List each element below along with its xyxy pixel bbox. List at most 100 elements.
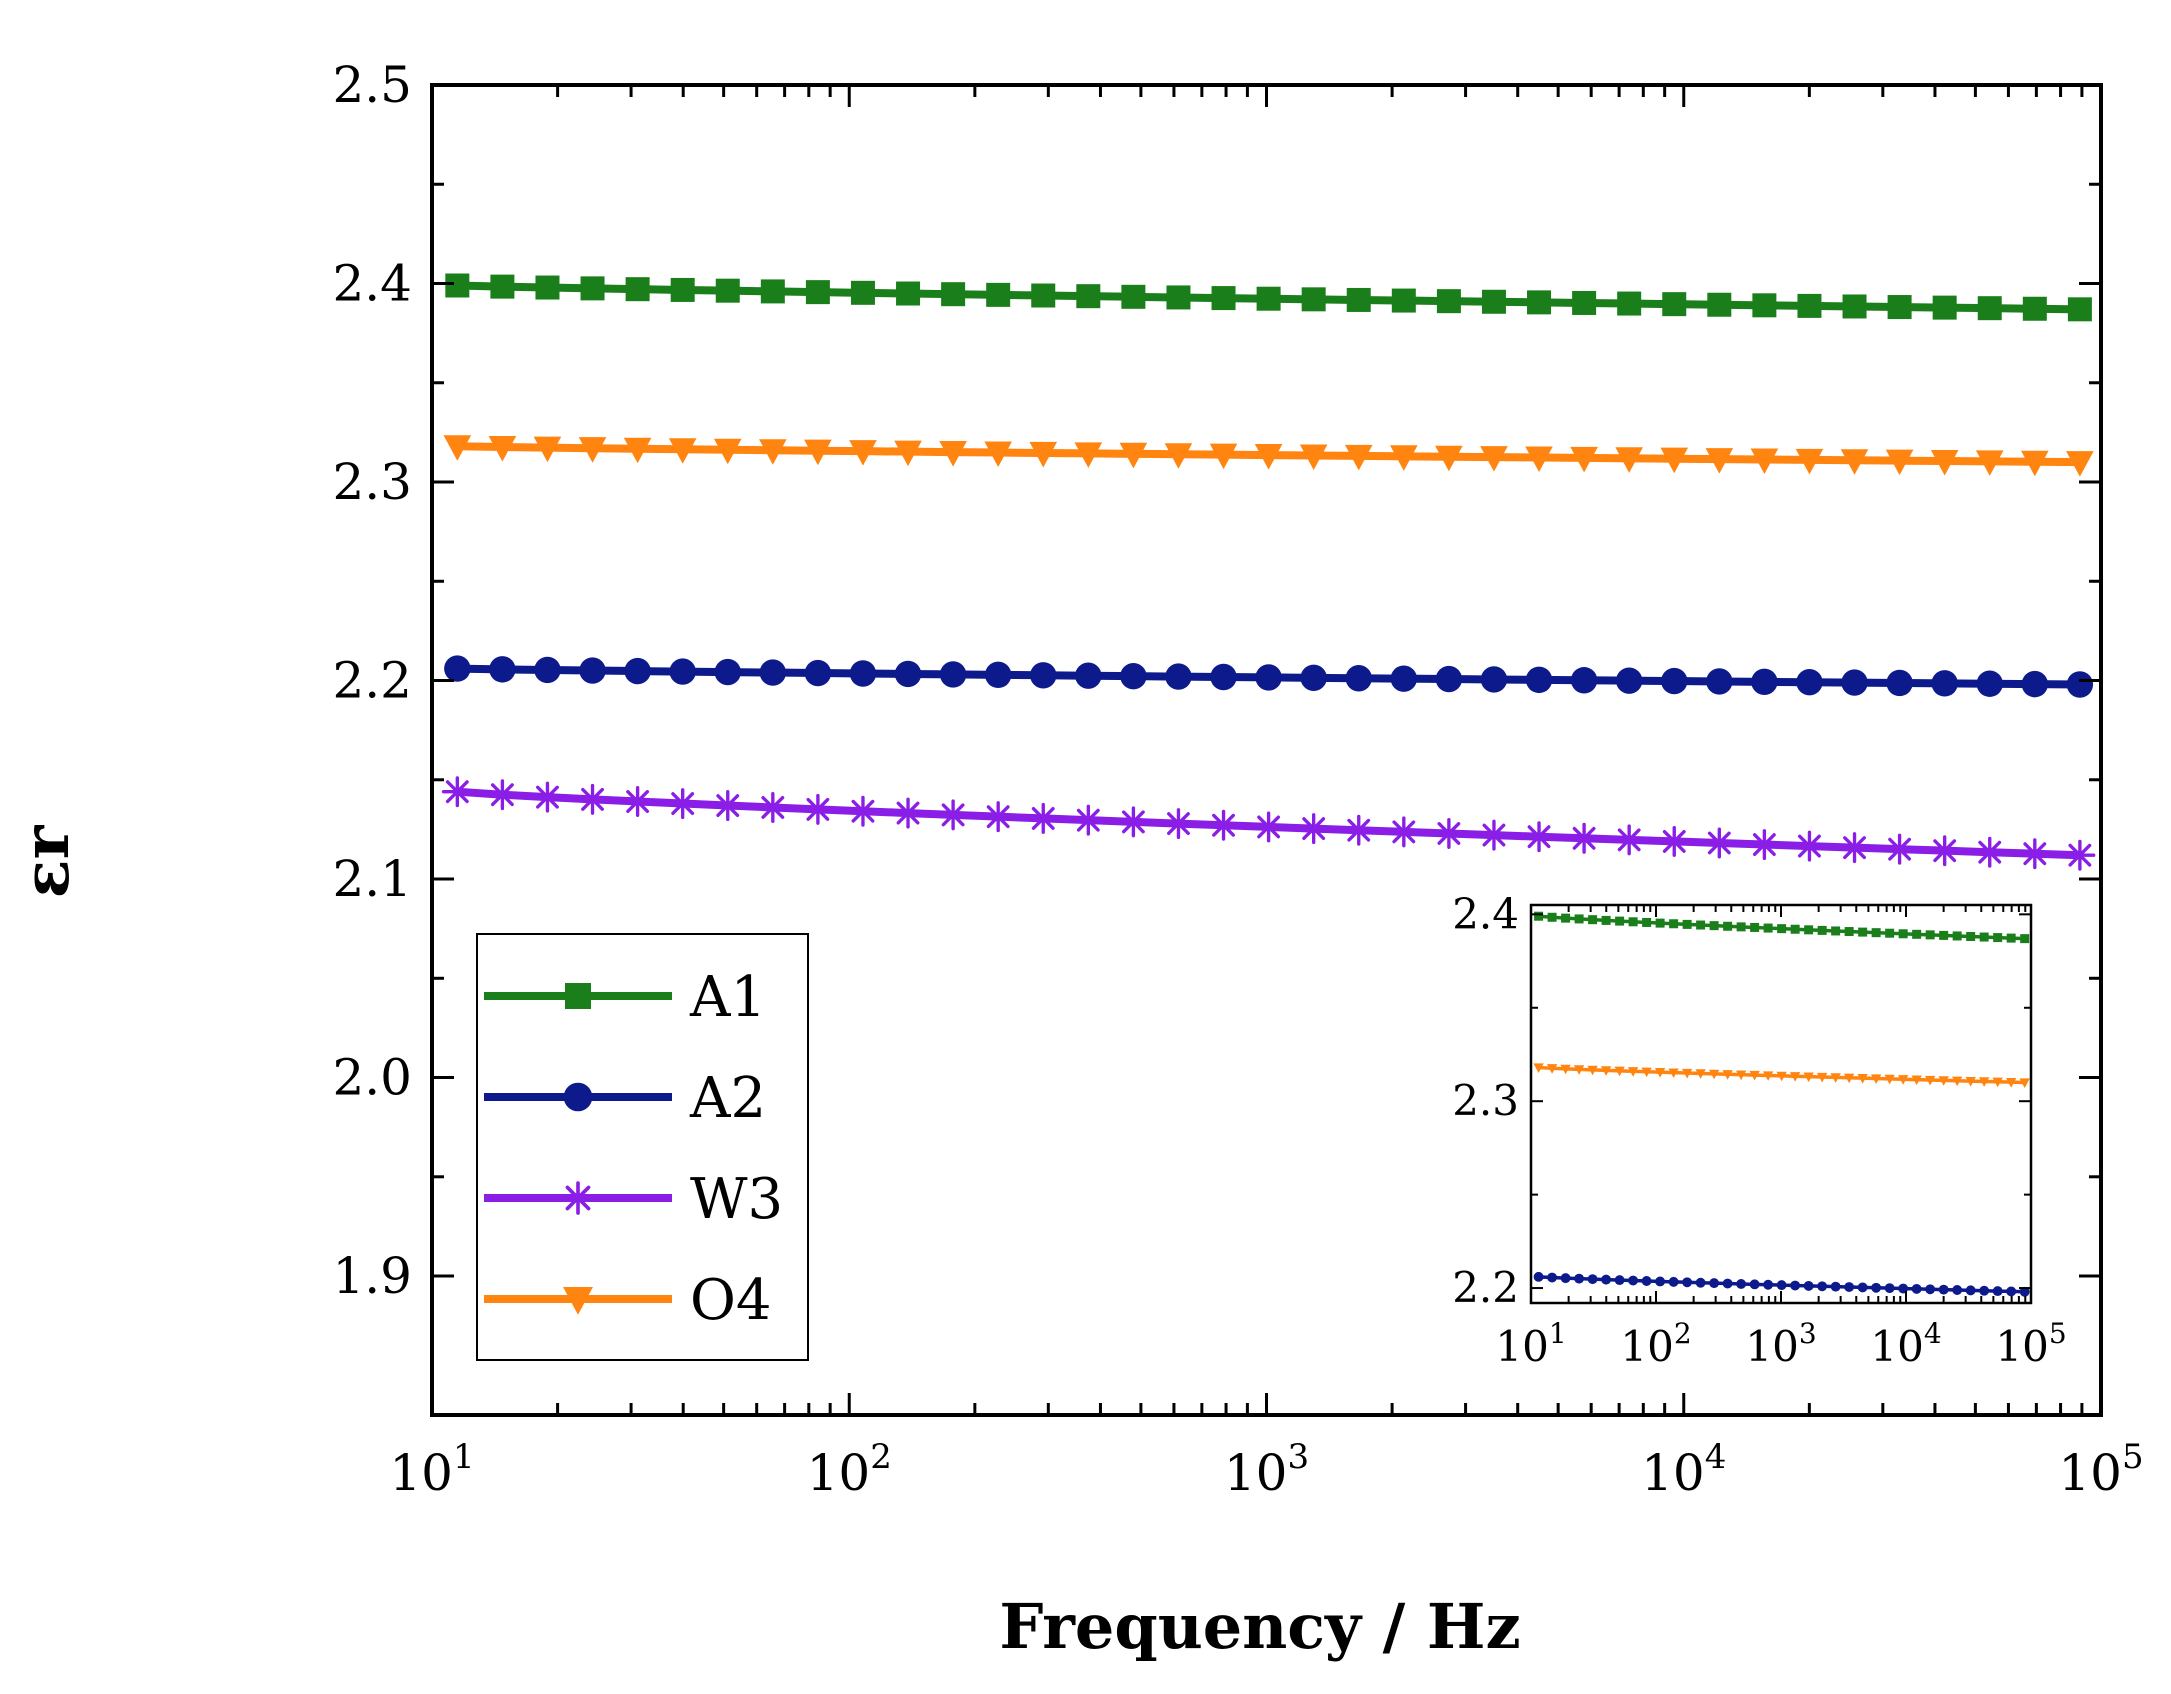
data-point-A2 [759, 659, 787, 686]
data-point-A1 [1912, 929, 1922, 939]
data-point-A1 [1709, 921, 1719, 931]
y-tick-label: 2.4 [1452, 889, 1519, 938]
data-point-A1 [1752, 293, 1777, 318]
data-point-A2 [2019, 1286, 2030, 1297]
data-point-W3 [1703, 827, 1735, 859]
data-point-O4 [984, 441, 1012, 468]
legend-marker [563, 1287, 593, 1315]
y-tick-label: 2.5 [332, 56, 412, 114]
data-point-W3 [622, 786, 654, 817]
x-axis-title: Frequency / Hz [999, 1590, 1520, 1663]
data-point-O4 [1119, 442, 1148, 469]
data-point-W3 [1162, 808, 1194, 840]
main-series-layer [441, 273, 2096, 871]
data-point-W3 [1568, 822, 1600, 854]
data-point-A1 [760, 279, 785, 304]
data-point-O4 [2019, 1078, 2030, 1088]
data-point-O4 [1164, 443, 1193, 469]
data-point-W3 [1208, 809, 1240, 841]
data-point-A1 [1166, 285, 1191, 310]
legend-item-A1: A1 [484, 965, 766, 1030]
data-point-A2 [1925, 1284, 1936, 1295]
y-axis-title: εr [9, 824, 84, 898]
data-point-A1 [2067, 297, 2092, 322]
data-point-A2 [1300, 664, 1327, 692]
data-point-O4 [1587, 1065, 1598, 1076]
data-point-A2 [444, 655, 471, 682]
data-point-A2 [1706, 668, 1733, 695]
data-point-A2 [894, 660, 922, 688]
legend-marker [563, 1082, 593, 1112]
data-point-O4 [894, 440, 922, 467]
data-point-O4 [578, 437, 607, 463]
data-point-A1 [896, 281, 921, 306]
data-point-A1 [941, 282, 966, 307]
data-point-O4 [1627, 1067, 1639, 1077]
data-point-A2 [1886, 669, 1913, 697]
data-point-O4 [1074, 442, 1103, 468]
data-point-A1 [2020, 934, 2030, 944]
inset-series-layer [1533, 911, 2030, 1297]
data-point-A1 [1572, 290, 1597, 315]
data-point-O4 [1897, 1075, 1909, 1085]
data-point-W3 [1793, 830, 1825, 862]
data-point-A1 [1871, 928, 1881, 938]
data-point-O4 [1884, 1074, 1895, 1085]
y-tick-label: 2.1 [332, 850, 412, 908]
data-point-A1 [1966, 931, 1976, 941]
data-point-A2 [1931, 670, 1958, 697]
data-point-O4 [1762, 1071, 1774, 1081]
data-point-A1 [1346, 287, 1371, 312]
data-point-O4 [1750, 448, 1779, 474]
data-point-O4 [1708, 1069, 1720, 1080]
legend-marker [561, 1181, 595, 1215]
y-tick-label: 2.2 [332, 652, 412, 710]
data-point-A2 [1803, 1280, 1814, 1291]
data-point-A2 [984, 661, 1012, 689]
legend-label: W3 [690, 1167, 783, 1232]
legend-item-W3: W3 [484, 1167, 783, 1232]
data-point-A1 [1797, 293, 1822, 318]
data-point-W3 [757, 791, 789, 823]
data-point-A2 [534, 656, 561, 684]
data-point-O4 [1573, 1065, 1585, 1075]
data-point-A2 [1615, 667, 1643, 694]
data-point-A2 [1661, 667, 1688, 695]
data-point-A1 [1561, 913, 1571, 923]
data-point-W3 [486, 779, 518, 811]
data-point-A2 [1628, 1275, 1639, 1286]
data-point-A1 [445, 273, 470, 298]
data-point-O4 [1965, 1076, 1976, 1087]
data-point-A2 [1695, 1277, 1706, 1288]
data-point-A2 [669, 658, 696, 685]
data-point-A1 [1898, 929, 1908, 939]
data-point-O4 [713, 438, 742, 465]
data-point-A1 [1723, 921, 1733, 931]
data-point-W3 [2064, 839, 2096, 871]
data-point-W3 [1253, 811, 1285, 843]
data-point-A2 [1641, 1276, 1652, 1286]
data-point-A2 [1560, 1273, 1571, 1284]
data-point-A1 [1707, 292, 1732, 317]
data-point-O4 [1911, 1075, 1922, 1086]
data-point-A2 [624, 657, 651, 685]
y-tick-label: 2.3 [1452, 1076, 1519, 1125]
data-point-A2 [1480, 666, 1508, 693]
legend-marker [565, 983, 591, 1009]
data-point-A2 [1844, 1282, 1855, 1293]
data-point-W3 [937, 799, 969, 831]
data-point-A1 [1617, 291, 1642, 316]
data-point-A1 [715, 278, 740, 303]
inset-x-axis: 101 102 103 104 105 [1495, 905, 2067, 1371]
x-tick-label: 102 [807, 1437, 892, 1502]
data-point-W3 [1072, 804, 1104, 836]
data-point-A2 [1435, 665, 1463, 693]
data-point-A1 [1763, 923, 1773, 933]
data-point-W3 [712, 790, 744, 822]
data-point-W3 [1433, 818, 1465, 849]
data-point-A1 [1436, 289, 1461, 314]
data-point-A2 [1655, 1276, 1666, 1287]
data-point-O4 [2021, 450, 2049, 477]
data-point-W3 [982, 801, 1014, 833]
